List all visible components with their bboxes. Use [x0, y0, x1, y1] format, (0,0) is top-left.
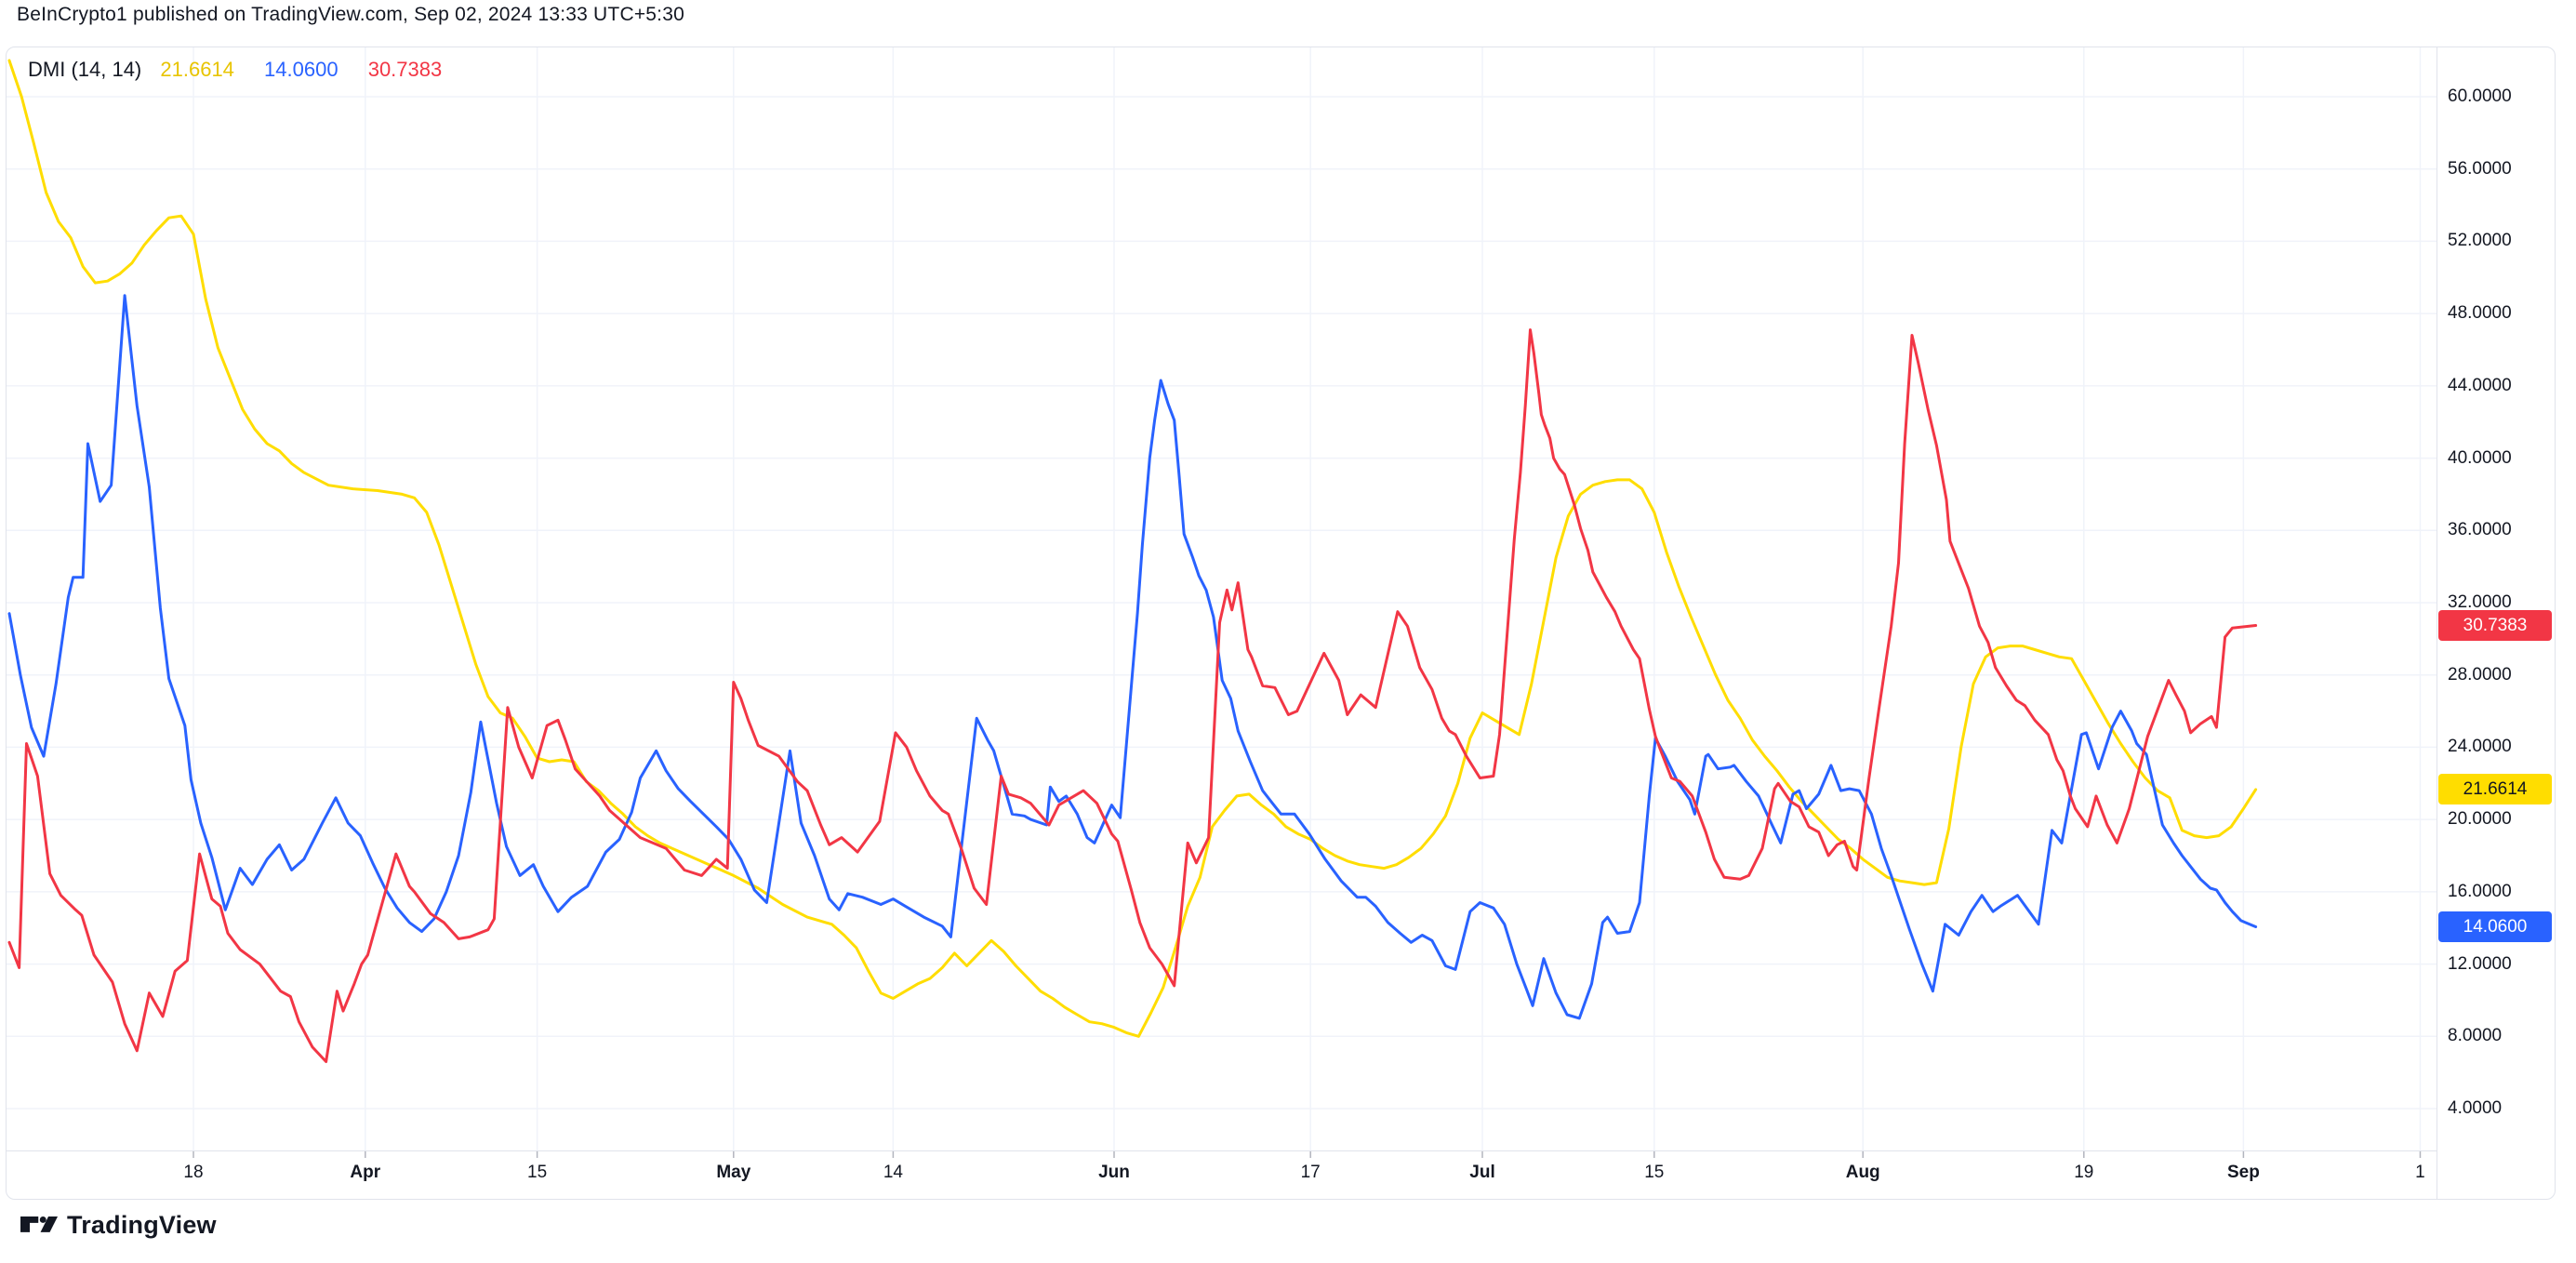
legend-value-blue: 14.0600	[264, 58, 339, 81]
time-axis-label: Apr	[350, 1163, 381, 1182]
tradingview-footer: TradingView	[20, 1211, 217, 1240]
price-axis-label: 4.0000	[2448, 1098, 2503, 1118]
price-axis-label: 16.0000	[2448, 881, 2512, 901]
time-axis-label: Jul	[1469, 1163, 1495, 1182]
price-axis-label: 60.0000	[2448, 86, 2512, 106]
indicator-title: DMI (14, 14)	[28, 58, 142, 81]
time-axis-label: 1	[2415, 1163, 2425, 1182]
time-axis-label: 15	[1644, 1163, 1665, 1182]
time-axis-label: 14	[883, 1163, 903, 1182]
price-axis-label: 36.0000	[2448, 520, 2512, 540]
time-axis-label: May	[716, 1163, 751, 1182]
price-badge: 30.7383	[2438, 610, 2552, 641]
time-axis-label: Jun	[1098, 1163, 1130, 1182]
legend-value-yellow: 21.6614	[160, 58, 234, 81]
time-axis-label: Sep	[2226, 1163, 2260, 1182]
time-axis-divider[interactable]	[6, 1150, 2437, 1151]
tradingview-brand-text: TradingView	[67, 1211, 217, 1239]
time-axis-label: 18	[183, 1163, 204, 1182]
legend-value-red: 30.7383	[367, 58, 443, 81]
dmi-line-blue	[7, 294, 2258, 1020]
price-axis-label: 44.0000	[2448, 375, 2512, 395]
price-badge: 21.6614	[2438, 774, 2552, 805]
price-axis-label: 24.0000	[2448, 737, 2512, 757]
price-axis-label: 28.0000	[2448, 664, 2512, 685]
indicator-legend[interactable]: DMI (14, 14) 21.6614 14.0600 30.7383	[28, 58, 466, 82]
price-axis-label: 52.0000	[2448, 231, 2512, 251]
dmi-line-yellow	[7, 59, 2258, 1038]
dmi-line-red	[7, 328, 2258, 1063]
published-attribution: BeInCrypto1 published on TradingView.com…	[17, 4, 684, 25]
price-axis-label: 32.0000	[2448, 592, 2512, 612]
time-axis-label: 19	[2074, 1163, 2094, 1182]
price-axis-label: 48.0000	[2448, 303, 2512, 324]
time-axis-label: Aug	[1845, 1163, 1880, 1182]
price-axis-label: 12.0000	[2448, 953, 2512, 974]
price-axis-label: 8.0000	[2448, 1026, 2503, 1046]
time-axis-label: 17	[1300, 1163, 1321, 1182]
price-axis-label: 56.0000	[2448, 158, 2512, 179]
price-axis-label: 40.0000	[2448, 447, 2512, 468]
chart-panel[interactable]	[6, 47, 2556, 1200]
price-axis-label: 20.0000	[2448, 809, 2512, 830]
price-badge: 14.0600	[2438, 911, 2552, 943]
time-axis-label: 15	[527, 1163, 548, 1182]
tradingview-logo-icon	[20, 1216, 58, 1232]
